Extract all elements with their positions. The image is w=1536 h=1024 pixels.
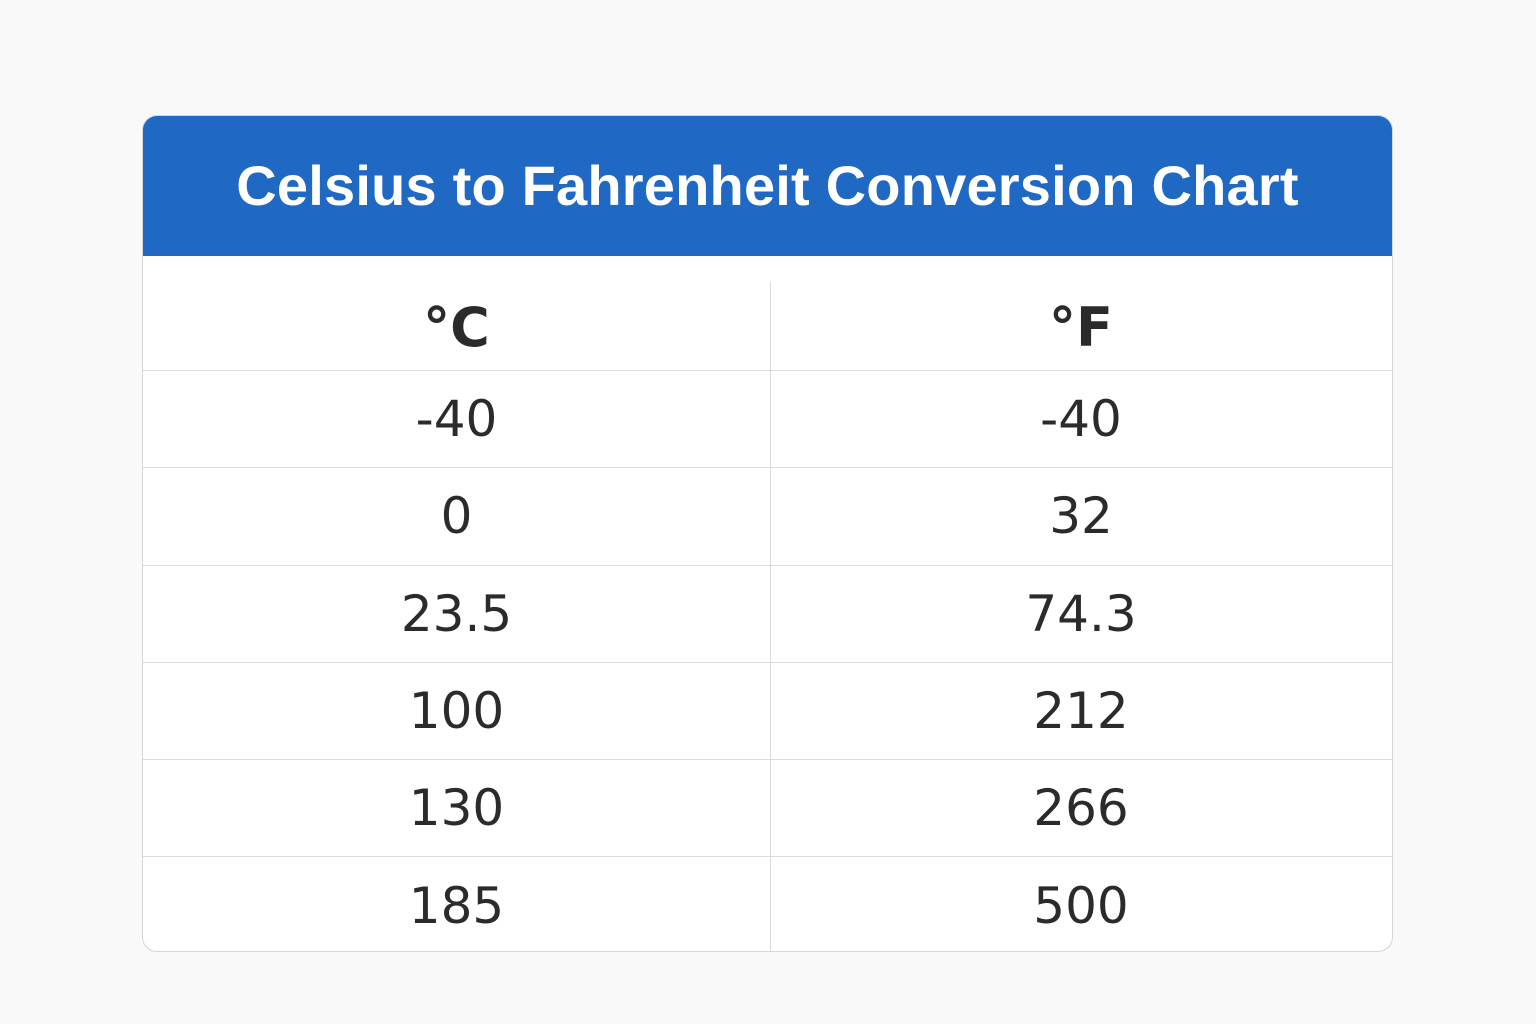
chart-title: Celsius to Fahrenheit Conversion Chart xyxy=(236,153,1299,217)
table-row: 0 32 xyxy=(143,467,1392,564)
celsius-cell: 100 xyxy=(408,682,505,741)
fahrenheit-cell: 212 xyxy=(1033,682,1129,741)
celsius-cell: 0 xyxy=(440,487,473,546)
column-divider xyxy=(770,282,771,951)
fahrenheit-cell: 74.3 xyxy=(1025,584,1137,643)
header-celsius: °C xyxy=(423,295,490,359)
conversion-table-card: Celsius to Fahrenheit Conversion Chart °… xyxy=(142,115,1393,952)
celsius-cell: -40 xyxy=(415,390,498,449)
table-row: 100 212 xyxy=(143,661,1392,759)
table-header-row: °C °F xyxy=(143,256,1392,370)
table-row: 23.5 74.3 xyxy=(143,564,1392,662)
title-bar: Celsius to Fahrenheit Conversion Chart xyxy=(143,116,1392,256)
conversion-table: °C °F -40 -40 0 32 23.5 74.3 100 212 130 266 185 50… xyxy=(143,256,1392,951)
celsius-cell: 185 xyxy=(408,876,505,935)
fahrenheit-cell: 500 xyxy=(1033,876,1129,935)
table-row: -40 -40 xyxy=(143,370,1392,467)
fahrenheit-cell: 266 xyxy=(1033,779,1129,838)
fahrenheit-cell: -40 xyxy=(1040,390,1122,449)
fahrenheit-cell: 32 xyxy=(1049,487,1113,546)
celsius-cell: 130 xyxy=(408,779,505,838)
celsius-cell: 23.5 xyxy=(400,584,513,643)
table-row: 185 500 xyxy=(143,856,1392,951)
header-fahrenheit: °F xyxy=(1049,295,1113,359)
table-row: 130 266 xyxy=(143,759,1392,856)
